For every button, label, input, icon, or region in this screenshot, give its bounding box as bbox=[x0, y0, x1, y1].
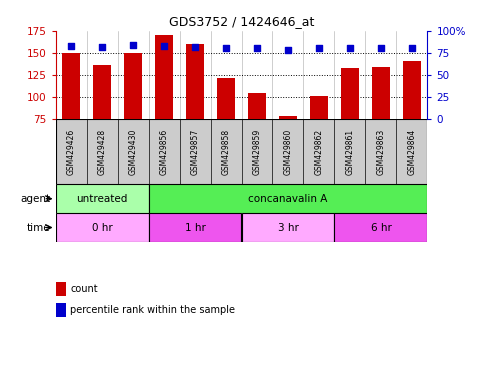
Text: GSM429861: GSM429861 bbox=[345, 129, 355, 175]
Bar bbox=[155, 35, 173, 119]
Title: GDS3752 / 1424646_at: GDS3752 / 1424646_at bbox=[169, 15, 314, 28]
Text: untreated: untreated bbox=[76, 194, 128, 204]
Bar bbox=[149, 213, 242, 242]
Text: GSM429428: GSM429428 bbox=[98, 129, 107, 175]
Point bbox=[129, 42, 137, 48]
Text: 1 hr: 1 hr bbox=[185, 222, 205, 233]
Bar bbox=[186, 44, 204, 119]
Text: GSM429862: GSM429862 bbox=[314, 129, 324, 175]
Text: percentile rank within the sample: percentile rank within the sample bbox=[70, 305, 235, 315]
Bar bbox=[403, 61, 421, 119]
Bar bbox=[56, 213, 149, 242]
Text: time: time bbox=[27, 222, 51, 233]
Point bbox=[98, 43, 106, 50]
Text: GSM429426: GSM429426 bbox=[67, 129, 75, 175]
Point bbox=[377, 45, 385, 51]
Text: GSM429857: GSM429857 bbox=[190, 129, 199, 175]
Bar bbox=[341, 68, 359, 119]
Bar bbox=[149, 184, 427, 213]
Point bbox=[346, 45, 354, 51]
Point bbox=[408, 45, 416, 51]
Text: GSM429864: GSM429864 bbox=[408, 129, 416, 175]
Text: 3 hr: 3 hr bbox=[278, 222, 298, 233]
Text: count: count bbox=[70, 284, 98, 294]
Point bbox=[191, 43, 199, 50]
Bar bbox=[124, 53, 142, 119]
Text: GSM429859: GSM429859 bbox=[253, 129, 261, 175]
Text: GSM429863: GSM429863 bbox=[376, 129, 385, 175]
Text: agent: agent bbox=[21, 194, 51, 204]
Point bbox=[67, 43, 75, 49]
Point bbox=[160, 43, 168, 49]
Bar bbox=[310, 96, 328, 119]
Bar bbox=[279, 116, 297, 119]
Text: GSM429856: GSM429856 bbox=[159, 129, 169, 175]
Text: GSM429860: GSM429860 bbox=[284, 129, 293, 175]
Text: concanavalin A: concanavalin A bbox=[248, 194, 327, 204]
Text: 6 hr: 6 hr bbox=[370, 222, 391, 233]
Text: 0 hr: 0 hr bbox=[92, 222, 113, 233]
Point bbox=[315, 45, 323, 51]
Bar bbox=[248, 93, 266, 119]
Bar bbox=[56, 184, 149, 213]
Point bbox=[222, 45, 230, 51]
Point bbox=[253, 45, 261, 51]
Bar bbox=[334, 213, 427, 242]
Text: GSM429858: GSM429858 bbox=[222, 129, 230, 175]
Bar bbox=[242, 213, 334, 242]
Bar bbox=[217, 78, 235, 119]
Text: GSM429430: GSM429430 bbox=[128, 129, 138, 175]
Bar bbox=[372, 67, 390, 119]
Point bbox=[284, 47, 292, 53]
Bar bbox=[62, 53, 80, 119]
Bar bbox=[93, 65, 112, 119]
